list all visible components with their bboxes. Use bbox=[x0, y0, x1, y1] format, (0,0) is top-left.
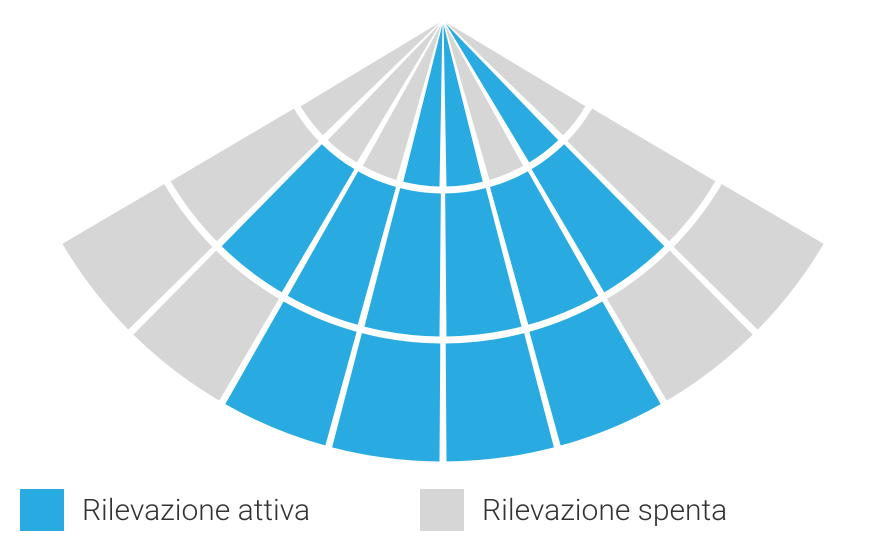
legend-swatch-off bbox=[420, 489, 464, 531]
legend-label-on: Rilevazione attiva bbox=[82, 493, 310, 528]
legend-label-off: Rilevazione spenta bbox=[482, 493, 727, 528]
legend-swatch-on bbox=[20, 489, 64, 531]
legend: Rilevazione attiva Rilevazione spenta bbox=[0, 489, 886, 531]
fan-chart bbox=[0, 0, 886, 470]
legend-item-on: Rilevazione attiva bbox=[20, 489, 310, 531]
legend-item-off: Rilevazione spenta bbox=[420, 489, 727, 531]
